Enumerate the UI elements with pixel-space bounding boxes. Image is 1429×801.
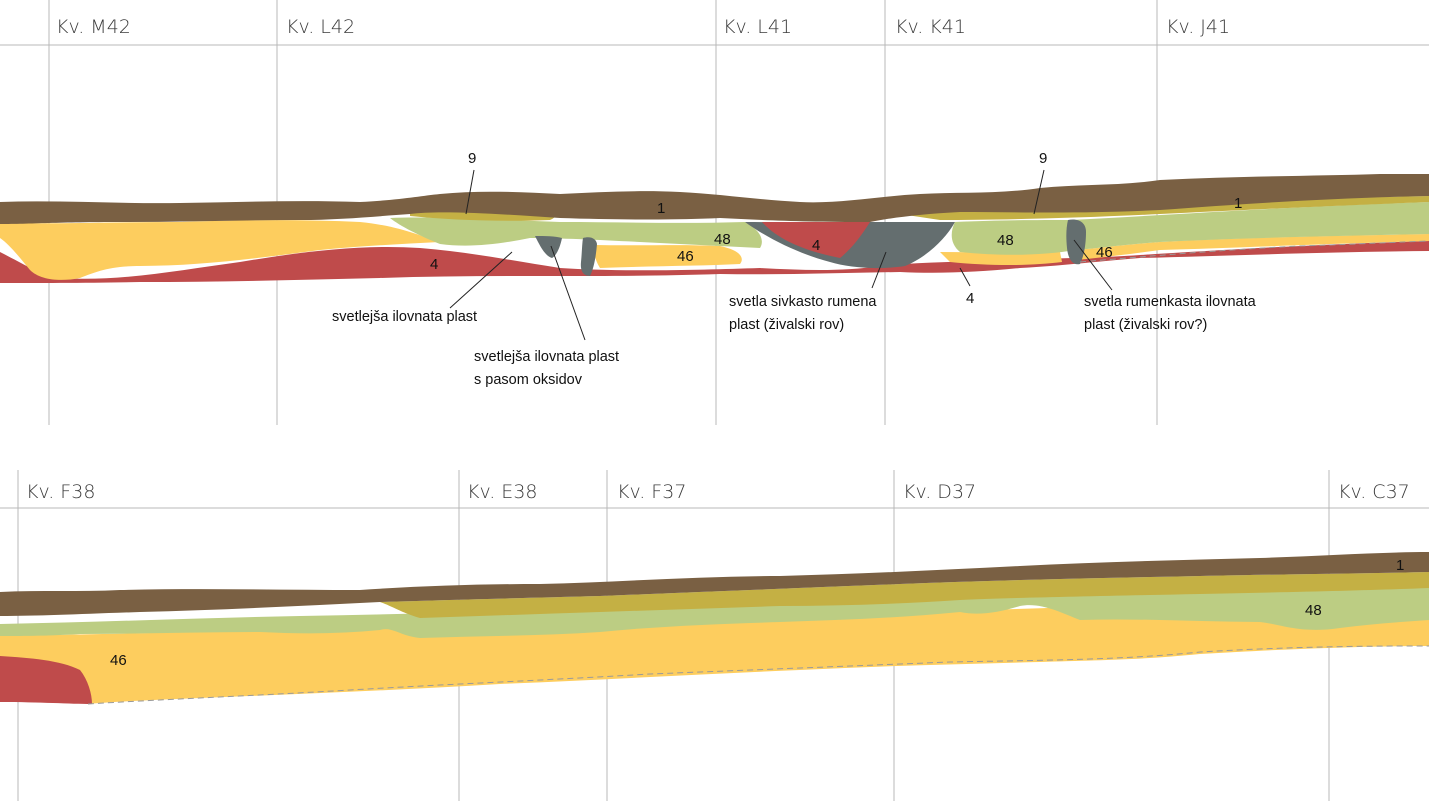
layer-4 [0,656,92,704]
layer-46 [1075,234,1429,260]
layer-46 [940,252,1062,265]
layer-label: 46 [677,248,694,265]
leader-line [449,251,513,309]
animal-burrow [1066,219,1086,265]
annotation-text: svetlejša ilovnata plast [332,309,477,325]
layer-1 [0,552,1429,616]
layer-label: 1 [1234,195,1242,212]
square-label: Kv. K41 [895,16,966,38]
square-label: Kv. L42 [286,16,355,38]
layer-label: 4 [966,290,974,307]
layer-1 [0,174,1429,224]
layer-label: 4 [430,256,438,273]
layer-label: 48 [1305,602,1322,619]
layer-label: 4 [812,237,820,254]
square-label: Kv. F37 [617,481,686,503]
animal-burrow [535,236,562,258]
square-label: Kv. F38 [26,481,95,503]
layer-base-dashed [87,645,1429,705]
annotation-text: svetla sivkasto rumena [729,294,877,310]
leader-line [550,245,586,341]
annotation-text: svetla rumenkasta ilovnata [1084,294,1257,310]
layer-label: 48 [997,232,1014,249]
animal-burrow [580,237,597,276]
leader-line [1033,169,1045,215]
square-label: Kv. L41 [723,16,792,38]
layer-4 [0,241,1429,283]
layer-label: 46 [1096,244,1113,261]
square-label: Kv. E38 [467,481,538,503]
layer-46 [594,245,742,268]
annotation-text: plast (živalski rov?) [1084,317,1207,333]
layer-4 [762,222,870,258]
leader-line [871,251,887,289]
annotation-text: svetlejša ilovnata plast [474,349,619,365]
annotation-text: plast (živalski rov) [729,317,844,333]
layer-base-dashed [1079,240,1429,263]
layer-label: 1 [657,200,665,217]
annotation-text: s pasom oksidov [474,372,583,388]
square-label: Kv. C37 [1338,481,1410,503]
layer-label: 1 [1396,557,1404,574]
layer-label: 46 [110,652,127,669]
bottom-profile-panel: Kv. F38 Kv. E38 Kv. F37 Kv. D37 Kv. C37 … [0,470,1429,801]
layer-label: 9 [1039,150,1047,167]
top-profile-panel: Kv. M42 Kv. L42 Kv. L41 Kv. K41 Kv. J41 … [0,0,1429,425]
leader-line [959,267,971,287]
layer-label: 9 [468,150,476,167]
square-label: Kv. D37 [903,481,976,503]
layer-label: 48 [714,231,731,248]
leader-line [1073,239,1113,291]
layer-48 [390,217,762,248]
layer-46 [0,220,440,280]
layer-9 [380,572,1429,618]
layer-46 [0,598,1429,704]
square-label: Kv. M42 [56,16,131,38]
square-label: Kv. J41 [1166,16,1230,38]
leader-line [465,169,475,215]
